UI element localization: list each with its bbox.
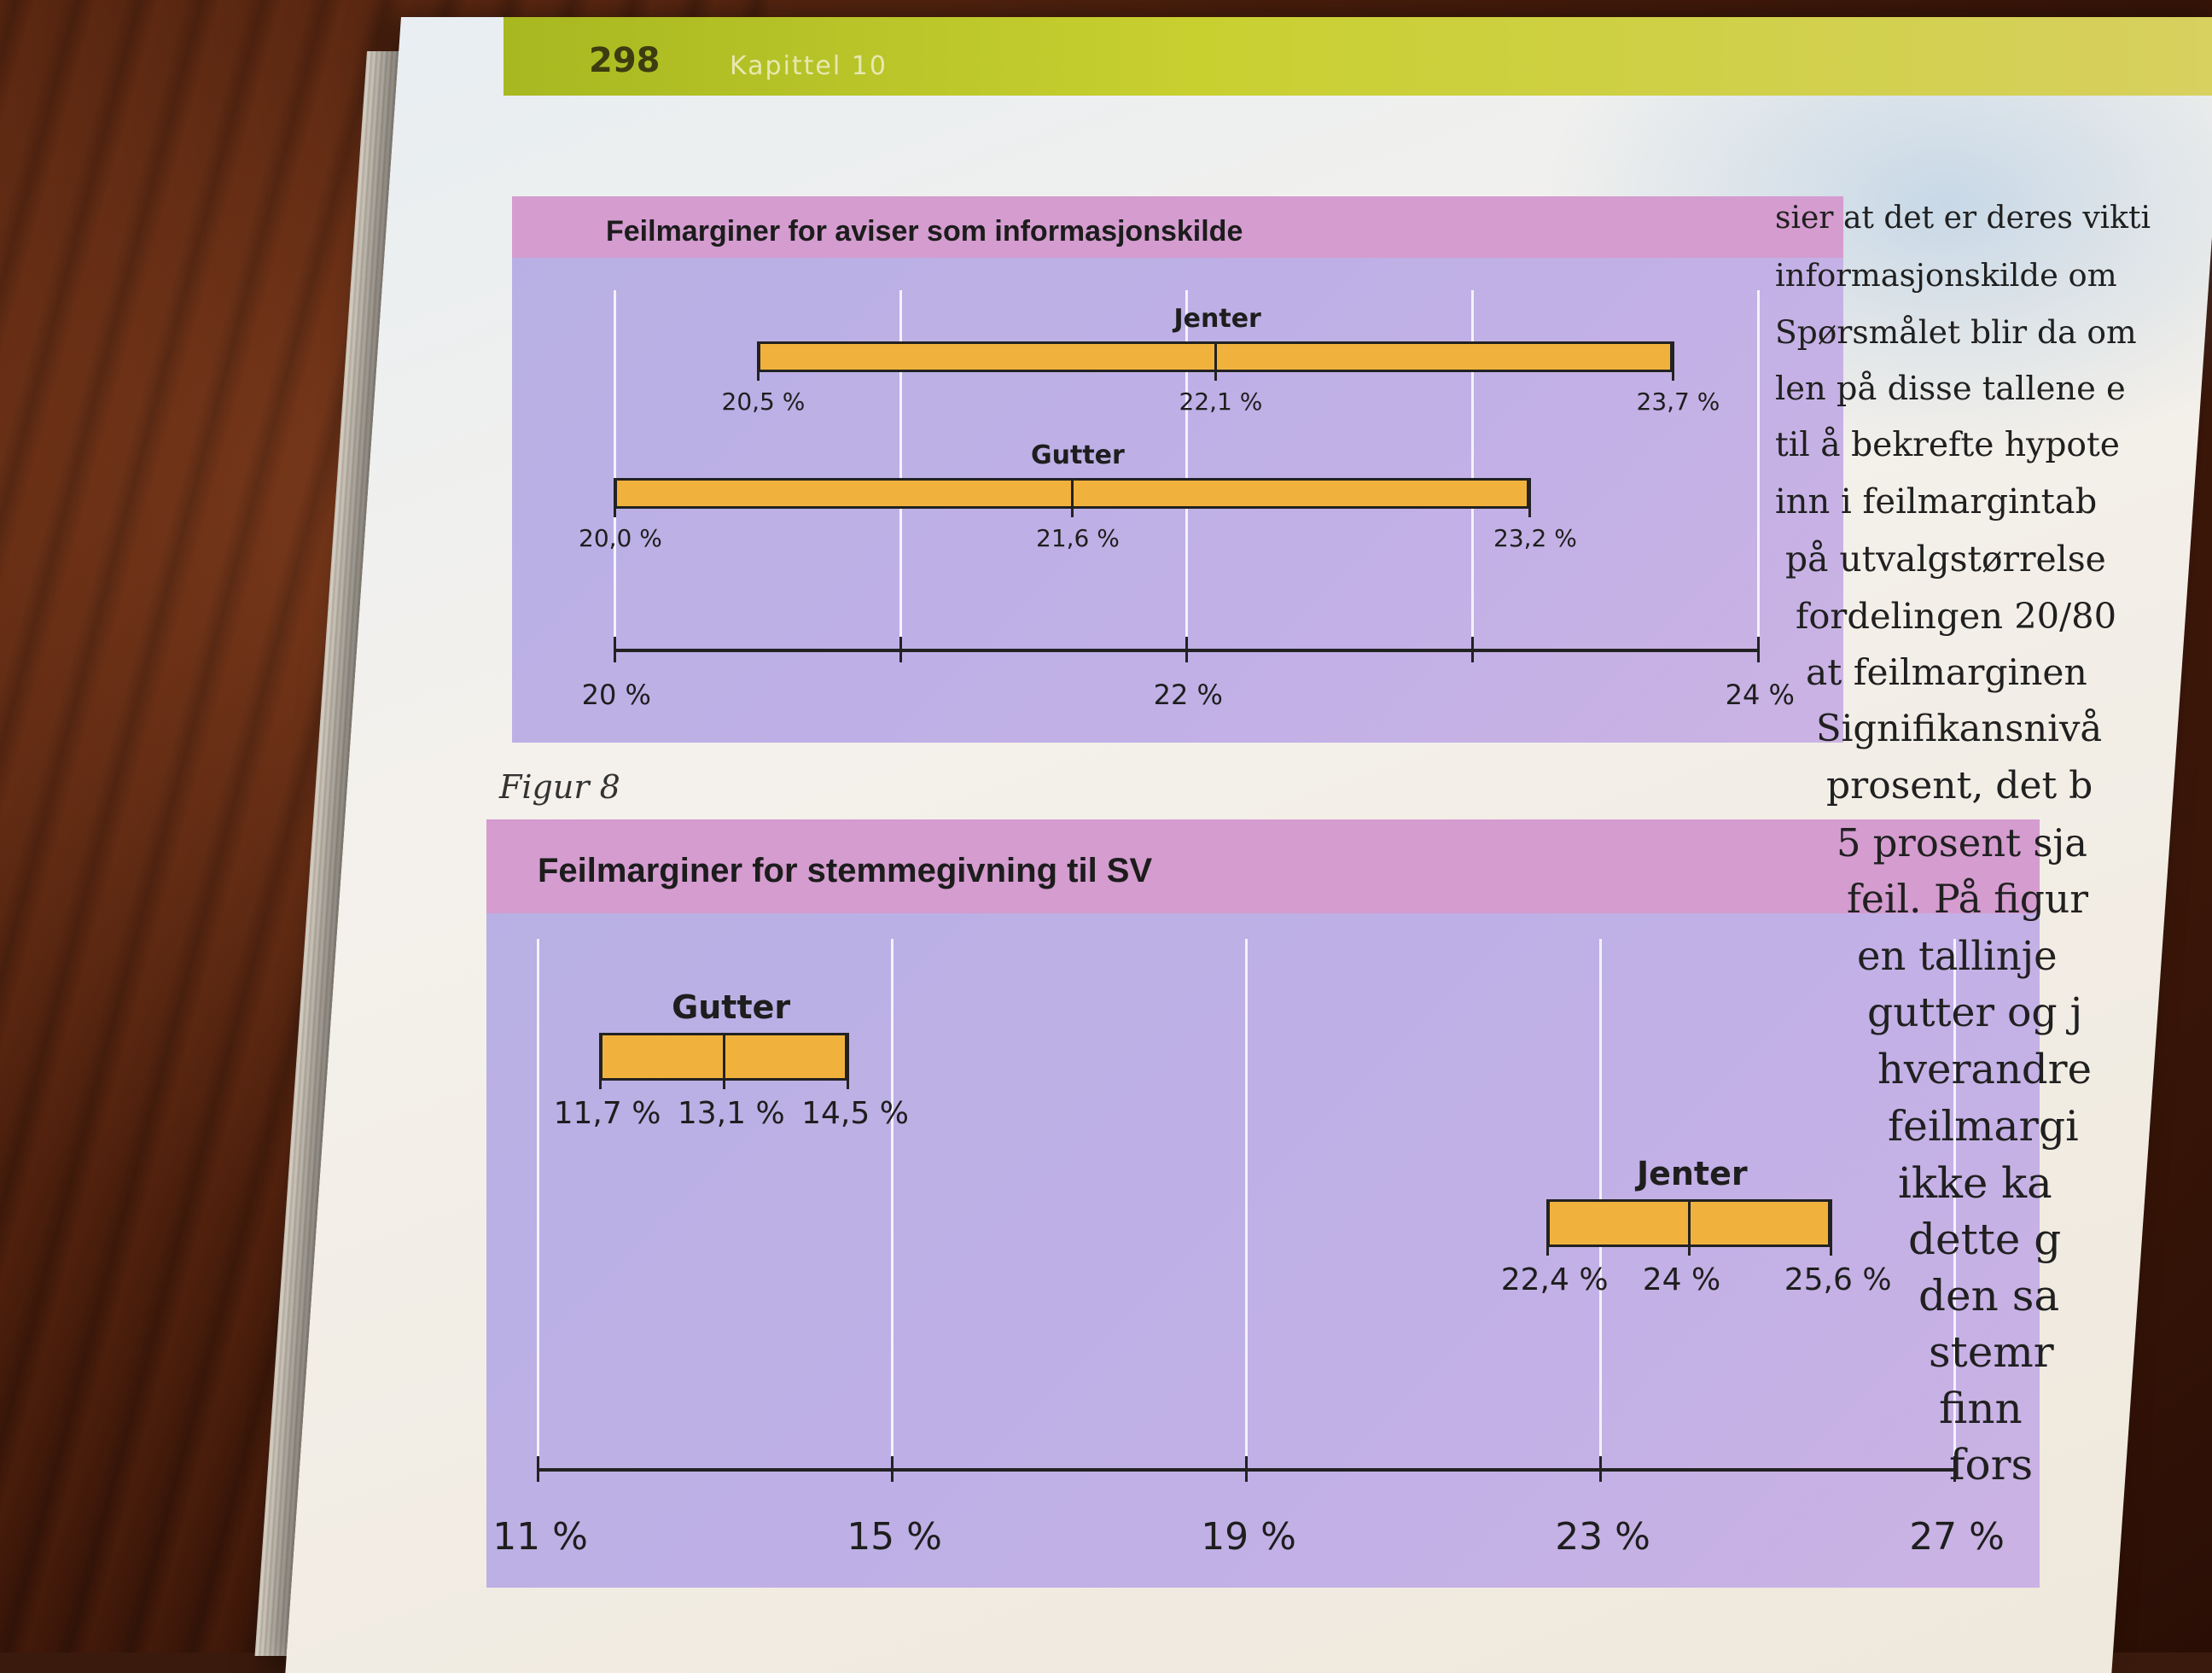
body-text-line: inn i feilmargintab	[1775, 482, 2098, 522]
x-axis-tick	[1599, 1456, 1602, 1482]
grid-line	[1953, 939, 1956, 1468]
x-tick-label: 27 %	[1909, 1515, 2005, 1559]
body-text-line: til å bekrefte hypote	[1775, 426, 2120, 464]
x-tick-label: 22 %	[1153, 679, 1223, 711]
body-text-line: hverandre	[1877, 1046, 2092, 1093]
body-text-line: sier at det er deres vikti	[1775, 201, 2151, 236]
bar-low-label: 20,5 %	[721, 388, 806, 416]
bar-low-marker	[1545, 1199, 1549, 1256]
bar-high-marker	[1528, 478, 1531, 517]
body-text-line: stemr	[1929, 1327, 2054, 1377]
grid-line	[1471, 290, 1474, 649]
bar-high-label: 23,2 %	[1493, 524, 1577, 552]
bar-low-label: 11,7 %	[553, 1096, 661, 1131]
bar-high-marker	[847, 1033, 850, 1089]
chart-title-bar	[512, 196, 1843, 258]
chart-sv-votes: Feilmarginer for stemmegivning til SV 11…	[486, 819, 2040, 1588]
series-name-jenter: Jenter	[1173, 304, 1261, 334]
body-text-line: på utvalgstørrelse	[1785, 539, 2106, 580]
bar-high-marker	[1829, 1199, 1832, 1256]
page-header-band	[504, 17, 2212, 96]
x-axis-tick	[1185, 637, 1188, 662]
body-text-line: at feilmarginen	[1806, 651, 2087, 693]
x-tick-label: 19 %	[1201, 1515, 1296, 1559]
bar-midpoint-marker	[722, 1033, 725, 1089]
body-text-line: len på disse tallene e	[1775, 370, 2126, 408]
bar-mid-label: 13,1 %	[677, 1096, 785, 1131]
bar-high-label: 25,6 %	[1784, 1262, 1892, 1297]
x-axis-tick	[1757, 637, 1760, 662]
bar-low-marker	[756, 341, 760, 381]
bar-low-label: 20,0 %	[579, 524, 662, 552]
bar-mid-label: 24 %	[1642, 1262, 1721, 1297]
bar-low-marker	[598, 1033, 602, 1089]
bar-high-label: 23,7 %	[1636, 388, 1720, 416]
grid-line	[614, 290, 616, 649]
chart-title-bar	[486, 819, 2040, 913]
chart-title: Feilmarginer for stemmegivning til SV	[538, 852, 1153, 889]
bar-midpoint-marker	[1071, 478, 1074, 517]
body-text-line: den sa	[1918, 1271, 2060, 1320]
body-text-line: ikke ka	[1898, 1158, 2052, 1208]
bar-mid-label: 22,1 %	[1179, 388, 1263, 416]
grid-line	[537, 939, 539, 1468]
bar-midpoint-marker	[1687, 1199, 1691, 1256]
x-axis-tick	[899, 637, 902, 662]
body-text-line: 5 prosent sja	[1837, 820, 2087, 866]
x-tick-label: 11 %	[492, 1515, 588, 1559]
x-axis-tick	[1471, 637, 1474, 662]
body-text-line: Spørsmålet blir da om	[1775, 313, 2137, 351]
body-text-line: feil. På figur	[1847, 877, 2089, 922]
grid-line	[1757, 290, 1760, 649]
chart-title: Feilmarginer for aviser som informasjons…	[606, 215, 1243, 248]
grid-line	[899, 290, 902, 649]
grid-line	[1245, 939, 1248, 1468]
body-text-line: feilmargi	[1888, 1102, 2079, 1151]
bar-low-marker	[614, 478, 616, 517]
body-text-line: dette g	[1908, 1215, 2062, 1264]
bar-high-label: 14,5 %	[801, 1096, 909, 1131]
body-text-line: Signifikansnivå	[1816, 708, 2103, 750]
series-name-gutter: Gutter	[672, 988, 791, 1026]
x-axis-tick	[891, 1456, 894, 1482]
chapter-label: Kapittel 10	[730, 51, 888, 81]
x-axis-tick	[537, 1456, 539, 1482]
body-text-line: finn	[1939, 1384, 2023, 1433]
x-axis-tick	[1245, 1456, 1248, 1482]
grid-line	[1185, 290, 1188, 649]
bar-mid-label: 21,6 %	[1036, 524, 1120, 552]
bar-high-marker	[1671, 341, 1674, 381]
x-tick-label: 23 %	[1555, 1515, 1650, 1559]
body-text-line: en tallinje	[1857, 933, 2058, 979]
series-name-gutter: Gutter	[1031, 440, 1125, 470]
x-tick-label: 24 %	[1725, 679, 1795, 711]
bar-midpoint-marker	[1214, 341, 1217, 381]
x-axis-tick	[1953, 1456, 1956, 1482]
page-number: 298	[589, 41, 661, 80]
grid-line	[891, 939, 894, 1468]
bar-low-label: 22,4 %	[1500, 1262, 1609, 1297]
chart-newspapers: Feilmarginer for aviser som informasjons…	[512, 196, 1843, 743]
body-text-line: gutter og j	[1867, 989, 2083, 1036]
x-axis-tick	[614, 637, 616, 662]
x-tick-label: 20 %	[581, 679, 651, 711]
body-text-line: fordelingen 20/80	[1796, 595, 2117, 637]
body-text-line: informasjonskilde om	[1775, 257, 2117, 294]
series-name-jenter: Jenter	[1636, 1155, 1748, 1192]
body-text-line: fors	[1949, 1440, 2034, 1489]
figure-caption: Figur 8	[499, 768, 620, 806]
x-tick-label: 15 %	[847, 1515, 942, 1559]
body-text-line: prosent, det b	[1826, 764, 2093, 807]
